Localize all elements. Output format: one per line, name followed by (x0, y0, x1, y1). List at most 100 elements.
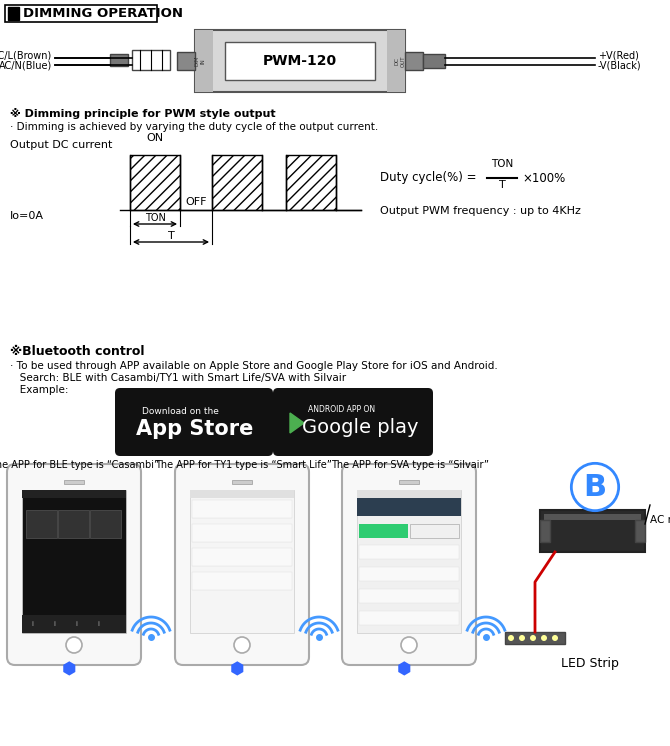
Text: ⬢: ⬢ (62, 660, 76, 678)
Text: i: i (31, 621, 33, 627)
FancyBboxPatch shape (273, 388, 433, 456)
Text: ×100%: ×100% (522, 172, 565, 184)
Text: Search: BLE with Casambi/TY1 with Smart Life/SVA with Silvair: Search: BLE with Casambi/TY1 with Smart … (10, 373, 346, 383)
Bar (192, 566, 292, 567)
Text: DIMMING OPERATION: DIMMING OPERATION (23, 7, 183, 20)
Text: App Store: App Store (136, 419, 253, 439)
Bar (212, 155, 262, 210)
Text: AC mains: AC mains (650, 515, 670, 525)
Bar (359, 567, 459, 581)
Bar (225, 42, 375, 80)
Bar (90, 510, 121, 538)
Text: The APP for SVA type is “Silvair”: The APP for SVA type is “Silvair” (331, 460, 489, 470)
Text: ⬢: ⬢ (397, 660, 411, 678)
Bar (505, 632, 565, 644)
Bar (26, 510, 57, 538)
Text: ※Bluetooth control: ※Bluetooth control (10, 345, 145, 358)
Bar (359, 589, 459, 603)
Bar (359, 545, 459, 559)
Bar (110, 54, 128, 66)
Bar (357, 490, 461, 498)
Bar (192, 590, 292, 591)
Text: Output PWM frequency : up to 4KHz: Output PWM frequency : up to 4KHz (380, 206, 581, 216)
Circle shape (552, 635, 558, 641)
Text: -V(Black): -V(Black) (598, 61, 642, 71)
Text: Download on the: Download on the (142, 407, 219, 416)
Bar (357, 498, 461, 516)
Circle shape (519, 635, 525, 641)
Circle shape (234, 637, 250, 653)
Circle shape (401, 637, 417, 653)
Text: TON: TON (491, 159, 513, 169)
Bar (286, 155, 336, 210)
Text: PWM-120: PWM-120 (263, 54, 337, 68)
Text: B: B (584, 472, 606, 501)
Circle shape (530, 635, 536, 641)
Text: LED Strip: LED Strip (561, 657, 619, 670)
Polygon shape (290, 413, 304, 433)
Bar (130, 155, 180, 210)
Text: Google play: Google play (302, 418, 419, 437)
Bar (635, 520, 645, 542)
Bar (195, 30, 213, 92)
Bar (232, 480, 252, 484)
Text: The APP for TY1 type is “Smart Life”: The APP for TY1 type is “Smart Life” (155, 460, 332, 470)
Bar (132, 50, 170, 70)
Bar (359, 611, 459, 625)
Bar (195, 30, 405, 92)
Text: AC/N(Blue): AC/N(Blue) (0, 61, 52, 71)
Text: · Dimming is achieved by varying the duty cycle of the output current.: · Dimming is achieved by varying the dut… (10, 122, 379, 132)
Bar (399, 480, 419, 484)
Bar (540, 510, 645, 552)
Bar (190, 490, 294, 498)
FancyBboxPatch shape (342, 464, 476, 665)
Bar (410, 524, 459, 538)
Bar (423, 54, 445, 68)
Bar (58, 510, 88, 538)
Bar (359, 524, 408, 538)
Bar (22, 490, 126, 633)
Circle shape (508, 635, 514, 641)
Text: OFF: OFF (185, 197, 207, 207)
Text: DC
OUT: DC OUT (395, 55, 405, 66)
Text: i: i (75, 621, 77, 627)
Text: AC/L(Brown): AC/L(Brown) (0, 51, 52, 61)
Text: ON: ON (147, 133, 163, 143)
Bar (190, 490, 294, 633)
Bar (540, 520, 550, 542)
Bar (177, 52, 195, 70)
Text: i: i (97, 621, 99, 627)
Circle shape (66, 637, 82, 653)
Bar (405, 52, 423, 70)
Text: i: i (53, 621, 55, 627)
Bar (64, 480, 84, 484)
Bar (544, 514, 641, 520)
Bar (192, 518, 292, 519)
Bar (192, 542, 292, 543)
Text: TON: TON (145, 213, 165, 223)
Text: Output DC current: Output DC current (10, 140, 113, 150)
Bar (8, 7, 19, 20)
Bar (22, 615, 126, 633)
FancyBboxPatch shape (175, 464, 309, 665)
Text: Io=0A: Io=0A (10, 211, 44, 221)
Bar (22, 490, 126, 498)
FancyBboxPatch shape (115, 388, 273, 456)
Text: ⬢: ⬢ (230, 660, 245, 678)
Bar (192, 500, 292, 518)
FancyBboxPatch shape (7, 464, 141, 665)
Text: · To be used through APP available on Apple Store and Google Play Store for iOS : · To be used through APP available on Ap… (10, 361, 498, 371)
Circle shape (541, 635, 547, 641)
Text: T: T (498, 180, 505, 190)
Text: DIM
IN: DIM IN (194, 56, 206, 66)
Text: T: T (168, 231, 174, 241)
Text: ※ Dimming principle for PWM style output: ※ Dimming principle for PWM style output (10, 108, 275, 119)
Text: Duty cycle(%) =: Duty cycle(%) = (380, 172, 480, 184)
Bar (357, 490, 461, 633)
Bar (192, 572, 292, 590)
Text: ANDROID APP ON: ANDROID APP ON (308, 405, 375, 414)
Bar (5, 5, 157, 22)
Text: The APP for BLE type is “Casambi”: The APP for BLE type is “Casambi” (0, 460, 159, 470)
Bar (192, 524, 292, 542)
Text: Example:: Example: (10, 385, 68, 395)
